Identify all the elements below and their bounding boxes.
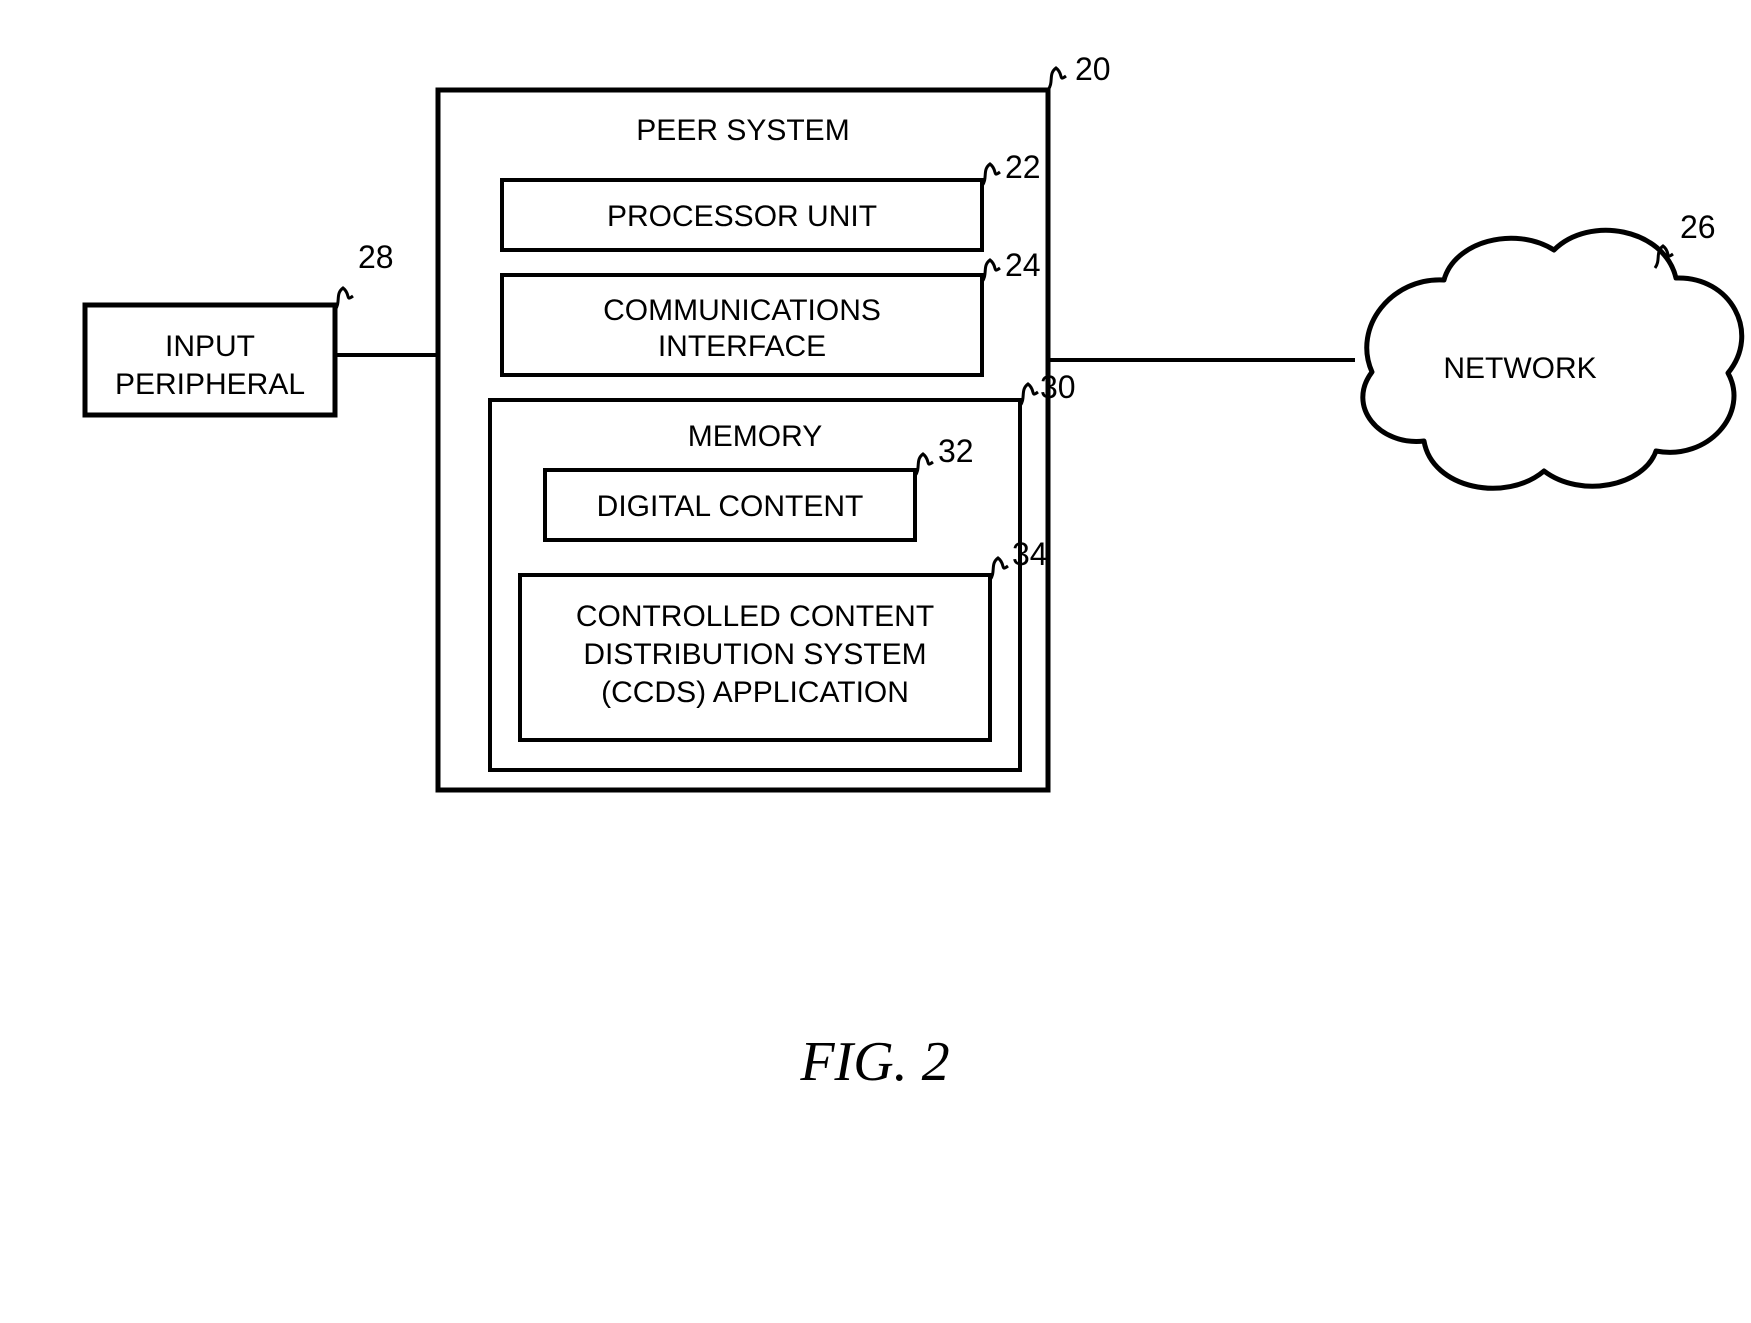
peer-system-label: PEER SYSTEM	[636, 114, 849, 147]
communications-interface-label-2: INTERFACE	[658, 330, 826, 363]
processor-unit-box: PROCESSOR UNIT	[502, 180, 982, 250]
input-peripheral-label-1: INPUT	[165, 330, 255, 363]
peer-system-diagram: NETWORK PEER SYSTEM PROCESSOR UNIT COMMU…	[0, 0, 1751, 1323]
communications-interface-label-1: COMMUNICATIONS	[603, 294, 881, 327]
svg-text:20: 20	[1075, 51, 1111, 87]
memory-label: MEMORY	[688, 420, 822, 453]
processor-unit-label: PROCESSOR UNIT	[607, 200, 877, 233]
ccds-label-2: DISTRIBUTION SYSTEM	[583, 638, 926, 671]
svg-text:34: 34	[1012, 536, 1048, 572]
svg-text:30: 30	[1040, 369, 1076, 405]
ref-28: 28	[335, 239, 394, 310]
figure-label: FIG. 2	[799, 1031, 949, 1093]
digital-content-box: DIGITAL CONTENT	[545, 470, 915, 540]
network-label: NETWORK	[1443, 352, 1596, 385]
svg-text:26: 26	[1680, 209, 1716, 245]
input-peripheral-box: INPUT PERIPHERAL	[85, 305, 335, 415]
svg-text:22: 22	[1005, 149, 1041, 185]
svg-text:28: 28	[358, 239, 394, 275]
ccds-label-3: (CCDS) APPLICATION	[601, 676, 909, 709]
communications-interface-box: COMMUNICATIONS INTERFACE	[502, 275, 982, 375]
input-peripheral-label-2: PERIPHERAL	[115, 368, 305, 401]
svg-text:32: 32	[938, 433, 974, 469]
ref-20: 20	[1048, 51, 1111, 90]
ccds-label-1: CONTROLLED CONTENT	[576, 600, 934, 633]
digital-content-label: DIGITAL CONTENT	[597, 490, 864, 523]
ccds-application-box: CONTROLLED CONTENT DISTRIBUTION SYSTEM (…	[520, 575, 990, 740]
svg-text:24: 24	[1005, 247, 1041, 283]
network-cloud: NETWORK	[1363, 230, 1742, 488]
